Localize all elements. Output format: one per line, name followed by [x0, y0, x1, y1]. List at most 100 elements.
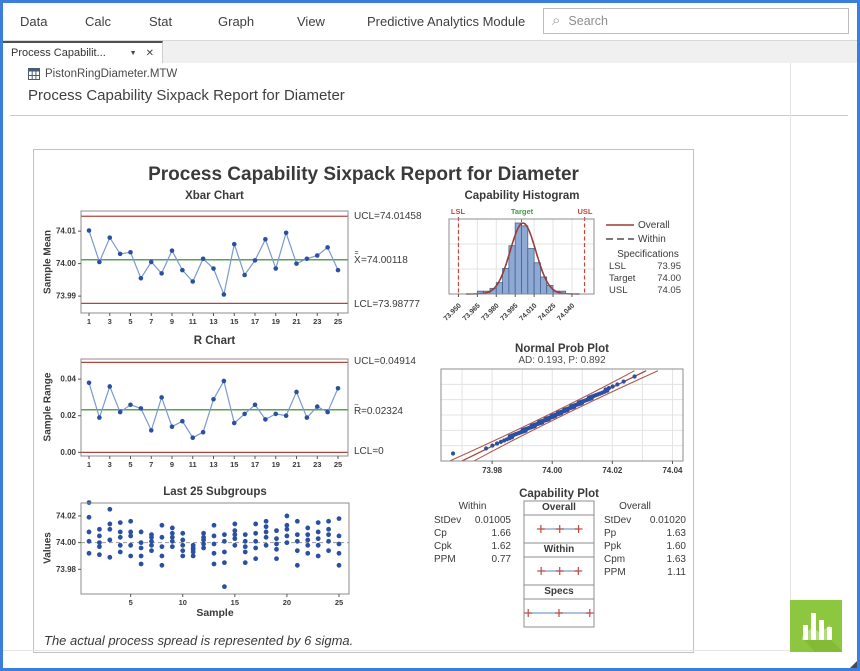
xbar-ucl-label: UCL=74.01458 [354, 211, 422, 222]
svg-text:17: 17 [251, 460, 259, 469]
svg-text:15: 15 [230, 460, 238, 469]
svg-text:9: 9 [170, 317, 174, 326]
xbar-center-label: =X=74.00118 [354, 255, 408, 266]
menu-item-calc[interactable]: Calc [85, 14, 111, 29]
xbar-chart-title: Xbar Chart [81, 190, 348, 202]
app-window: Data Calc Stat Graph View Predictive Ana… [0, 0, 860, 671]
tab-dropdown-icon[interactable]: ▼ [130, 50, 137, 57]
stat-row: USL74.05 [609, 285, 681, 297]
svg-text:5: 5 [128, 460, 132, 469]
last25-y-axis-label: Values [43, 532, 54, 564]
last25-title: Last 25 Subgroups [81, 486, 349, 498]
svg-text:25: 25 [335, 598, 343, 607]
within-stats-header: Within [434, 501, 511, 512]
svg-text:73.980: 73.980 [481, 302, 501, 322]
svg-text:1: 1 [87, 460, 91, 469]
search-icon: ⌕ [552, 12, 560, 29]
tab-label: Process Capabilit... [11, 47, 126, 59]
svg-text:74.04: 74.04 [662, 466, 683, 475]
worksheet-icon [28, 68, 40, 80]
search-input[interactable] [566, 13, 848, 29]
last25-x-axis-label: Sample [81, 607, 349, 619]
worksheet-link[interactable]: PistonRingDiameter.MTW [28, 68, 177, 80]
tab-process-capability[interactable]: Process Capabilit... ▼ ✕ [3, 41, 163, 63]
stat-row: StDev0.01005 [434, 514, 511, 527]
svg-text:73.950: 73.950 [443, 302, 463, 322]
stat-row: Cp1.66 [434, 527, 511, 540]
menu-item-view[interactable]: View [297, 14, 325, 29]
r-chart-title: R Chart [81, 335, 348, 347]
overall-stats-header: Overall [594, 501, 676, 512]
tab-close-icon[interactable]: ✕ [146, 48, 154, 59]
svg-text:23: 23 [313, 317, 321, 326]
stat-row: Target74.00 [609, 273, 681, 285]
output-heading: Process Capability Sixpack Report for Di… [28, 87, 345, 104]
stat-row: PPM0.77 [434, 553, 511, 566]
svg-text:73.995: 73.995 [500, 302, 520, 322]
report-title: Process Capability Sixpack Report for Di… [34, 164, 693, 186]
xbar-lcl-label: LCL=73.98777 [354, 299, 420, 310]
r-y-axis-label: Sample Range [43, 373, 54, 442]
heading-divider [10, 115, 848, 116]
rbar-symbol: –R [354, 406, 361, 417]
stat-row: LSL73.95 [609, 261, 681, 273]
svg-text:74.040: 74.040 [556, 302, 576, 322]
minitab-logo-icon [790, 600, 842, 652]
svg-text:0.02: 0.02 [60, 411, 76, 420]
stat-row: PPM1.11 [604, 566, 686, 579]
svg-text:9: 9 [170, 460, 174, 469]
svg-text:0.04: 0.04 [60, 375, 76, 384]
svg-text:15: 15 [230, 317, 238, 326]
svg-text:23: 23 [313, 460, 321, 469]
svg-text:5: 5 [129, 598, 133, 607]
pane-divider-vertical [790, 63, 791, 650]
histogram-title: Capability Histogram [424, 190, 620, 202]
target-label: Target [511, 207, 533, 216]
menu-item-graph[interactable]: Graph [218, 14, 254, 29]
svg-text:74.02: 74.02 [602, 466, 623, 475]
legend-overall-label: Overall [638, 220, 670, 231]
svg-text:11: 11 [189, 317, 197, 326]
svg-text:3: 3 [108, 317, 112, 326]
interval-label-specs: Specs [524, 586, 594, 597]
menu-bar: Data Calc Stat Graph View Predictive Ana… [3, 3, 857, 41]
svg-text:25: 25 [334, 317, 342, 326]
svg-text:73.99: 73.99 [56, 292, 77, 301]
report-footnote: The actual process spread is represented… [44, 633, 353, 648]
svg-text:5: 5 [128, 317, 132, 326]
pane-divider-horizontal [3, 650, 790, 651]
resize-grip[interactable] [850, 661, 857, 668]
xbar-y-axis-label: Sample Mean [43, 230, 54, 294]
lsl-label: LSL [451, 207, 465, 216]
svg-text:74.00: 74.00 [56, 538, 77, 547]
svg-text:73.965: 73.965 [462, 302, 482, 322]
svg-text:74.01: 74.01 [56, 227, 77, 236]
svg-text:0.00: 0.00 [60, 448, 76, 457]
svg-text:1: 1 [87, 317, 91, 326]
svg-text:17: 17 [251, 317, 259, 326]
svg-text:73.98: 73.98 [56, 565, 77, 574]
r-center-label: –R=0.02324 [354, 406, 403, 417]
svg-text:19: 19 [272, 317, 280, 326]
svg-text:74.00: 74.00 [542, 466, 563, 475]
search-box[interactable]: ⌕ [543, 8, 849, 34]
stat-row: Ppk1.60 [604, 540, 686, 553]
worksheet-name: PistonRingDiameter.MTW [45, 68, 177, 80]
output-pane: PistonRingDiameter.MTW Process Capabilit… [3, 63, 857, 668]
overall-stats-table: StDev0.01020Pp1.63Ppk1.60Cpm1.63PPM1.11 [604, 514, 686, 579]
svg-text:3: 3 [108, 460, 112, 469]
sixpack-graph-panel[interactable]: 73.9974.0074.0113579111315171921232573.9… [33, 149, 694, 653]
menu-item-stat[interactable]: Stat [149, 14, 172, 29]
svg-text:13: 13 [209, 460, 217, 469]
minitab-logo[interactable] [790, 600, 842, 652]
interval-label-overall: Overall [524, 502, 594, 513]
svg-text:74.025: 74.025 [537, 302, 557, 322]
svg-text:11: 11 [189, 460, 197, 469]
svg-text:20: 20 [283, 598, 291, 607]
svg-text:74.010: 74.010 [518, 302, 538, 322]
menu-item-predictive-analytics[interactable]: Predictive Analytics Module [367, 14, 525, 29]
svg-text:73.98: 73.98 [482, 466, 503, 475]
svg-text:25: 25 [334, 460, 342, 469]
menu-item-data[interactable]: Data [20, 14, 47, 29]
svg-text:7: 7 [149, 317, 153, 326]
